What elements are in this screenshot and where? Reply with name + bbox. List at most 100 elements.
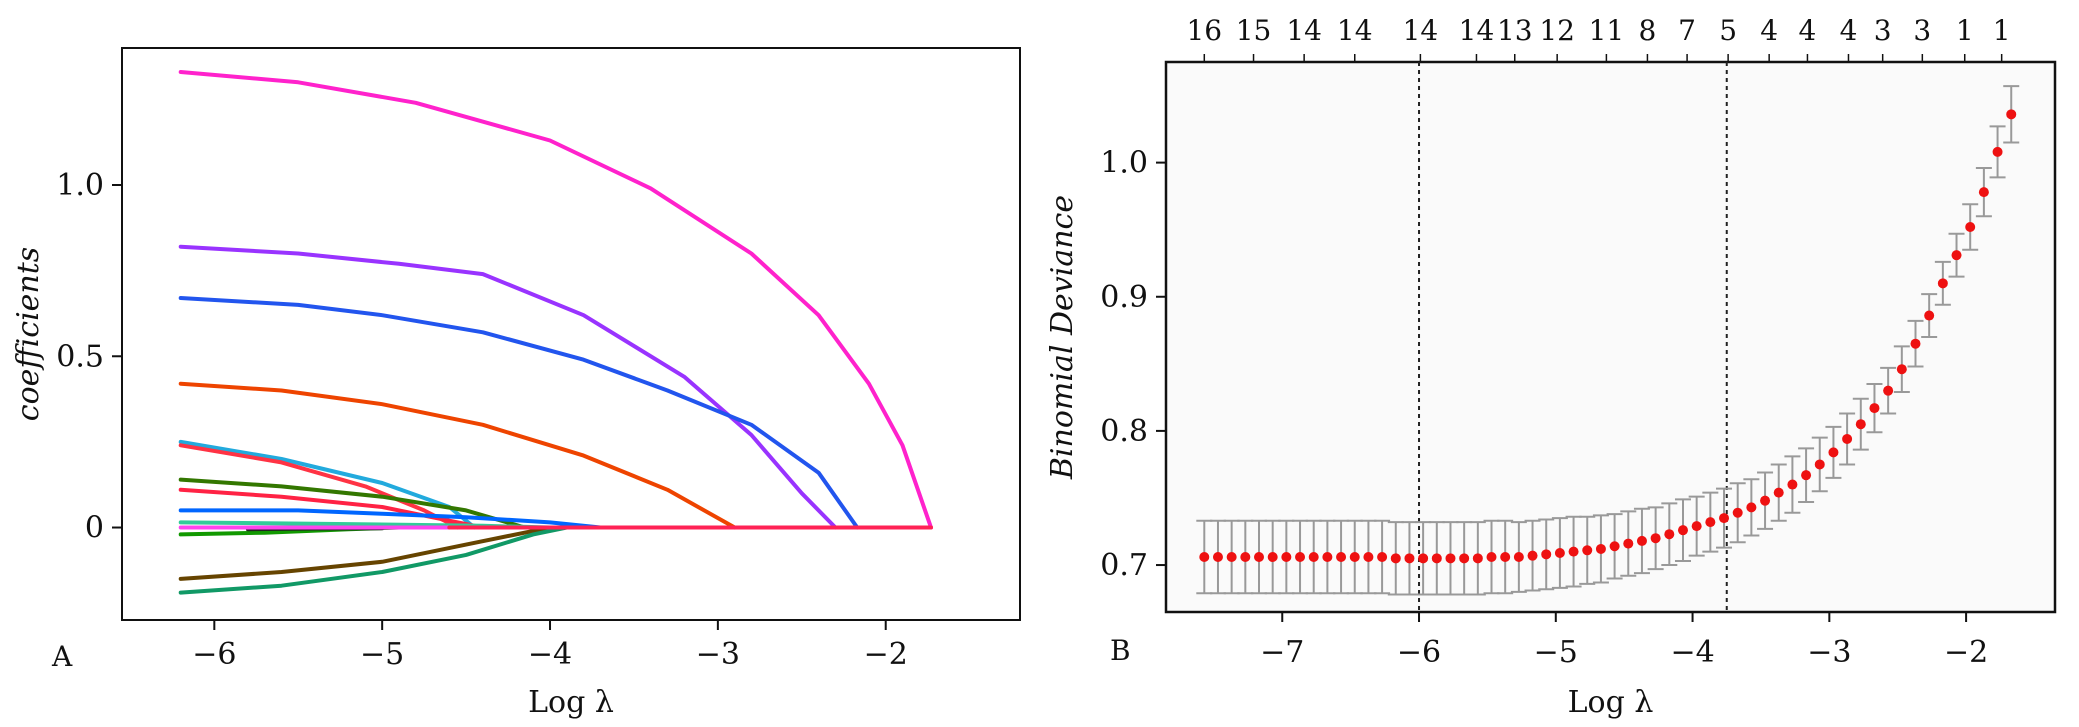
deviance-point xyxy=(1677,525,1688,536)
deviance-point xyxy=(1965,222,1976,232)
top-count-label: 14 xyxy=(1337,14,1373,47)
x-tick-label: −6 xyxy=(192,637,236,672)
deviance-point xyxy=(1472,553,1483,564)
y-axis-label: coefficients xyxy=(11,247,46,421)
top-count-label: 14 xyxy=(1459,14,1495,47)
x-tick-label: −4 xyxy=(1670,635,1714,670)
deviance-point xyxy=(1978,187,1989,198)
panel-label: A xyxy=(51,640,73,673)
y-tick-label: 0.7 xyxy=(1100,548,1148,583)
coefficient-path-8 xyxy=(178,487,485,530)
coefficient-path-7 xyxy=(178,477,527,530)
top-count-label: 14 xyxy=(1403,14,1439,47)
top-count-label: 16 xyxy=(1186,14,1222,47)
deviance-point xyxy=(1691,521,1702,532)
deviance-point xyxy=(1418,553,1429,564)
y-tick-label: 1.0 xyxy=(56,168,104,203)
x-tick-label: −6 xyxy=(1397,635,1441,670)
deviance-point xyxy=(1924,310,1935,321)
deviance-point xyxy=(1486,552,1497,562)
deviance-point xyxy=(1732,507,1743,518)
coefficient-path-14 xyxy=(178,525,569,595)
y-tick-label: 0.9 xyxy=(1100,280,1148,315)
x-tick-label: −2 xyxy=(1944,635,1988,670)
deviance-point xyxy=(1896,364,1907,375)
coefficient-path-1 xyxy=(178,70,933,530)
x-axis-label: Log λ xyxy=(528,685,614,720)
coefficient-path-5 xyxy=(178,439,477,530)
deviance-point xyxy=(1295,552,1306,562)
panel-a-coefficient-paths: −6 −5 −4 −3 −2 0 0.5 1.0 Log λ coefficients A xyxy=(11,47,1021,720)
deviance-point xyxy=(1226,552,1237,562)
deviance-point xyxy=(1650,533,1661,544)
deviance-point xyxy=(1554,547,1565,558)
deviance-point xyxy=(1842,433,1853,444)
deviance-point xyxy=(1527,550,1538,561)
top-count-label: 14 xyxy=(1286,14,1322,47)
deviance-point xyxy=(1883,385,1894,396)
x-tick-label: −3 xyxy=(1807,635,1851,670)
top-count-label: 4 xyxy=(1760,14,1778,47)
y-tick-label: 0.8 xyxy=(1100,414,1148,449)
deviance-point xyxy=(1582,545,1593,556)
deviance-point xyxy=(1855,419,1866,430)
deviance-point xyxy=(1623,538,1634,549)
x-tick-label: −7 xyxy=(1260,635,1304,670)
top-count-label: 7 xyxy=(1678,14,1696,47)
deviance-point xyxy=(1568,546,1579,557)
deviance-point xyxy=(1992,146,2003,157)
deviance-point xyxy=(1199,552,1210,562)
top-count-label: 5 xyxy=(1719,14,1737,47)
deviance-point xyxy=(1267,552,1278,562)
deviance-point xyxy=(1595,543,1606,554)
deviance-point xyxy=(1869,403,1880,414)
x-tick-label: −2 xyxy=(864,637,908,672)
deviance-point xyxy=(1431,553,1442,564)
deviance-point xyxy=(1951,250,1962,261)
deviance-point xyxy=(1281,552,1292,562)
deviance-point xyxy=(1308,552,1319,562)
deviance-point xyxy=(1513,552,1524,562)
coefficient-path-3 xyxy=(178,296,860,530)
y-tick-label: 0 xyxy=(85,511,104,546)
top-count-label: 4 xyxy=(1799,14,1817,47)
deviance-point xyxy=(1828,447,1839,458)
y-tick-label: 1.0 xyxy=(1100,146,1148,181)
deviance-point xyxy=(1240,552,1251,562)
y-tick-label: 0.5 xyxy=(56,339,104,374)
x-tick-label: −4 xyxy=(528,637,572,672)
deviance-point xyxy=(1377,552,1388,562)
top-count-label: 15 xyxy=(1236,14,1272,47)
top-count-label: 13 xyxy=(1497,14,1533,47)
x-axis-label: Log λ xyxy=(1568,685,1654,720)
deviance-point xyxy=(1541,549,1552,560)
top-count-label: 8 xyxy=(1639,14,1657,47)
deviance-point xyxy=(1336,552,1347,562)
deviance-point xyxy=(1937,278,1948,289)
top-count-label: 1 xyxy=(1993,14,2011,47)
top-count-label: 12 xyxy=(1539,14,1575,47)
deviance-point xyxy=(1773,487,1784,498)
deviance-point xyxy=(1910,338,1921,349)
deviance-point xyxy=(1404,553,1415,564)
coefficient-path-9 xyxy=(178,508,603,530)
deviance-point xyxy=(1459,553,1470,564)
deviance-point xyxy=(1445,553,1456,564)
top-count-label: 3 xyxy=(1874,14,1892,47)
x-tick-label: −5 xyxy=(1534,635,1578,670)
deviance-point xyxy=(1349,552,1360,562)
deviance-point xyxy=(1801,470,1812,481)
deviance-point xyxy=(1609,541,1620,552)
deviance-point xyxy=(1363,552,1374,562)
deviance-point xyxy=(1390,553,1401,564)
panel-b-binomial-deviance: −7 −6 −5 −4 −3 −20.70.80.91.016 15 14 14 14 14 13 12… xyxy=(1045,14,2057,720)
top-count-label: 3 xyxy=(1913,14,1931,47)
deviance-point xyxy=(1254,552,1265,562)
panel-label: B xyxy=(1110,634,1131,667)
top-count-label: 4 xyxy=(1840,14,1858,47)
deviance-point xyxy=(1705,517,1716,528)
coefficient-path-4 xyxy=(178,381,737,530)
top-count-label: 11 xyxy=(1589,14,1625,47)
deviance-point xyxy=(1719,513,1730,524)
y-axis-label: Binomial Deviance xyxy=(1045,195,1080,480)
